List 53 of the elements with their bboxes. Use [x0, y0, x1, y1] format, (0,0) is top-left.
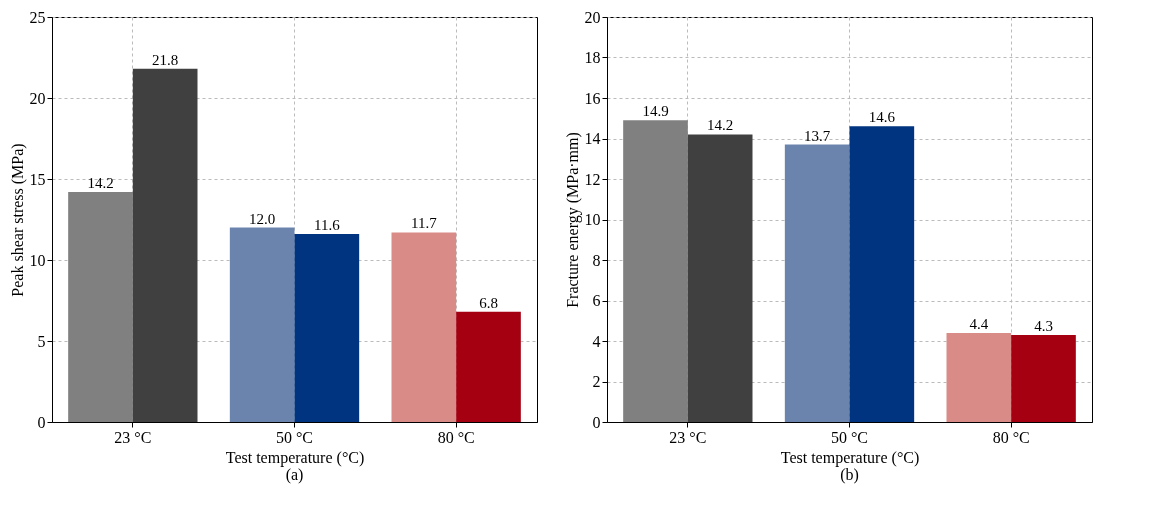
data-label: 14.9 [642, 103, 669, 120]
y-tick-label: 2 [592, 373, 601, 390]
x-tick-label: 23 °C [669, 428, 707, 446]
y-tick-label: 6 [592, 292, 601, 309]
y-tick-label: 4 [592, 332, 601, 350]
data-label: 11.6 [313, 217, 341, 234]
bar [132, 68, 198, 422]
y-tick-label: 5 [37, 332, 46, 350]
y-tick-label: 8 [592, 251, 601, 269]
y-tick-label: 0 [37, 413, 46, 431]
data-label: 4.4 [969, 315, 989, 332]
x-tick-label: 80 °C [992, 428, 1030, 446]
y-tick-label: 15 [29, 170, 46, 188]
x-tick-label: 50 °C [830, 428, 869, 446]
data-label: 13.7 [804, 127, 831, 144]
data-label: 6.8 [479, 294, 498, 311]
data-label: 14.6 [868, 109, 896, 126]
y-tick-label: 10 [29, 251, 46, 269]
bar [849, 126, 915, 422]
y-tick-label: 20 [584, 8, 601, 26]
bar [294, 234, 360, 422]
y-tick-label: 14 [584, 130, 601, 147]
y-tick-label: 25 [29, 8, 46, 26]
y-tick-label: 20 [29, 89, 46, 107]
y-tick-label: 16 [584, 89, 601, 107]
bar [391, 232, 457, 422]
y-tick-label: 18 [584, 49, 601, 66]
text: (a) [285, 466, 304, 484]
data-label: 14.2 [707, 117, 734, 134]
y-axis-title: Fracture energy (MPa·mm) [563, 132, 582, 308]
x-axis-title: Test temperature (°C) [225, 448, 365, 467]
bar [623, 120, 688, 422]
bar [1011, 334, 1076, 422]
bar [68, 191, 133, 422]
data-label: 21.8 [152, 51, 179, 68]
y-tick-label: 10 [584, 211, 601, 228]
y-axis-title: Peak shear stress (MPa) [8, 143, 27, 297]
x-tick-label: 50 °C [275, 428, 314, 446]
x-tick-label: 23 °C [114, 428, 152, 446]
x-tick-label: 80 °C [437, 428, 475, 446]
data-label: 12.0 [249, 210, 276, 227]
data-label: 14.2 [87, 174, 114, 191]
bar [784, 144, 850, 422]
data-label: 11.7 [410, 215, 438, 232]
text: (b) [840, 466, 859, 484]
bar [229, 227, 295, 422]
bar [687, 134, 753, 422]
bar [456, 311, 521, 422]
bar [946, 332, 1012, 422]
y-tick-label: 12 [584, 170, 601, 188]
y-tick-label: 0 [592, 413, 601, 431]
data-label: 4.3 [1034, 317, 1053, 334]
x-axis-title: Test temperature (°C) [780, 448, 920, 467]
